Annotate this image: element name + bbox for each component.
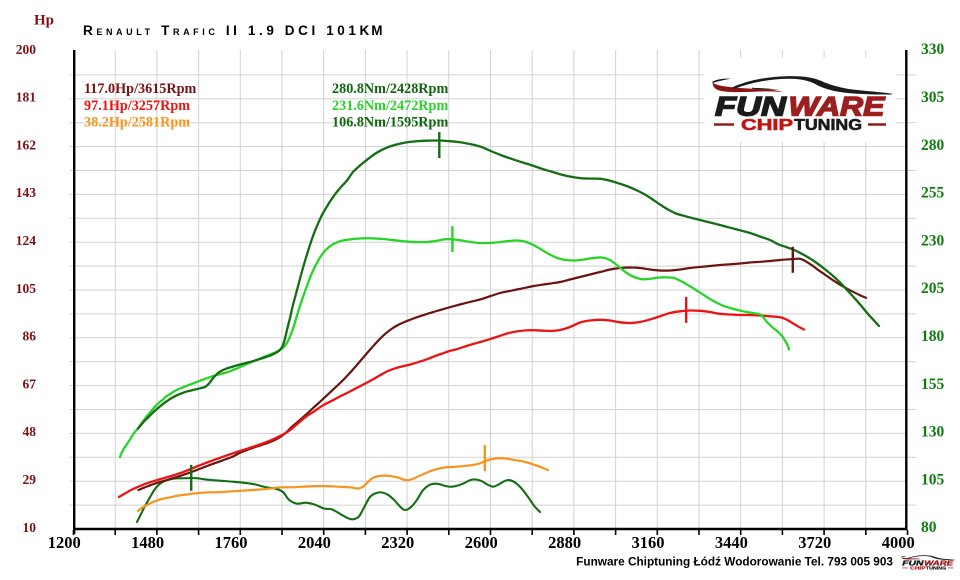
svg-text:Funware Chiptuning Łódź Wodoro: Funware Chiptuning Łódź Wodorowanie Tel.… xyxy=(576,555,893,569)
svg-text:230: 230 xyxy=(921,232,945,249)
svg-text:200: 200 xyxy=(16,42,37,57)
svg-text:97.1Hp/3257Rpm: 97.1Hp/3257Rpm xyxy=(84,98,190,114)
svg-text:67: 67 xyxy=(23,376,37,391)
svg-text:Hp: Hp xyxy=(34,13,54,29)
svg-text:1480: 1480 xyxy=(131,533,164,552)
svg-text:117.0Hp/3615Rpm: 117.0Hp/3615Rpm xyxy=(84,81,197,97)
svg-text:280.8Nm/2428Rpm: 280.8Nm/2428Rpm xyxy=(332,81,448,97)
svg-text:80: 80 xyxy=(921,519,937,536)
svg-text:124: 124 xyxy=(16,233,37,248)
svg-text:255: 255 xyxy=(921,185,945,202)
svg-text:Renault Trafic II 1.9 DCI 101K: Renault Trafic II 1.9 DCI 101KM xyxy=(83,23,385,38)
svg-text:3440: 3440 xyxy=(715,533,748,552)
svg-text:1200: 1200 xyxy=(48,533,81,552)
svg-text:10: 10 xyxy=(23,520,37,535)
svg-text:205: 205 xyxy=(921,280,945,297)
svg-text:2320: 2320 xyxy=(381,533,414,552)
svg-text:180: 180 xyxy=(921,328,945,345)
svg-text:105: 105 xyxy=(16,281,37,296)
svg-text:130: 130 xyxy=(921,424,945,441)
svg-text:2600: 2600 xyxy=(465,533,498,552)
svg-text:305: 305 xyxy=(921,89,945,106)
svg-text:106.8Nm/1595Rpm: 106.8Nm/1595Rpm xyxy=(332,115,448,131)
svg-text:86: 86 xyxy=(23,329,37,344)
svg-text:181: 181 xyxy=(16,90,37,105)
svg-text:155: 155 xyxy=(921,376,945,393)
svg-text:48: 48 xyxy=(23,424,37,439)
svg-text:231.6Nm/2472Rpm: 231.6Nm/2472Rpm xyxy=(332,98,448,114)
svg-text:105: 105 xyxy=(921,471,945,488)
svg-text:38.2Hp/2581Rpm: 38.2Hp/2581Rpm xyxy=(84,115,190,131)
svg-text:3160: 3160 xyxy=(632,533,665,552)
svg-text:29: 29 xyxy=(23,472,37,487)
svg-text:330: 330 xyxy=(921,41,945,58)
svg-text:143: 143 xyxy=(16,185,37,200)
svg-text:280: 280 xyxy=(921,137,945,154)
svg-text:3720: 3720 xyxy=(798,533,831,552)
svg-text:2880: 2880 xyxy=(548,533,581,552)
svg-text:1760: 1760 xyxy=(215,533,248,552)
svg-text:4000: 4000 xyxy=(882,533,915,552)
svg-text:2040: 2040 xyxy=(298,533,331,552)
svg-text:162: 162 xyxy=(16,137,37,152)
